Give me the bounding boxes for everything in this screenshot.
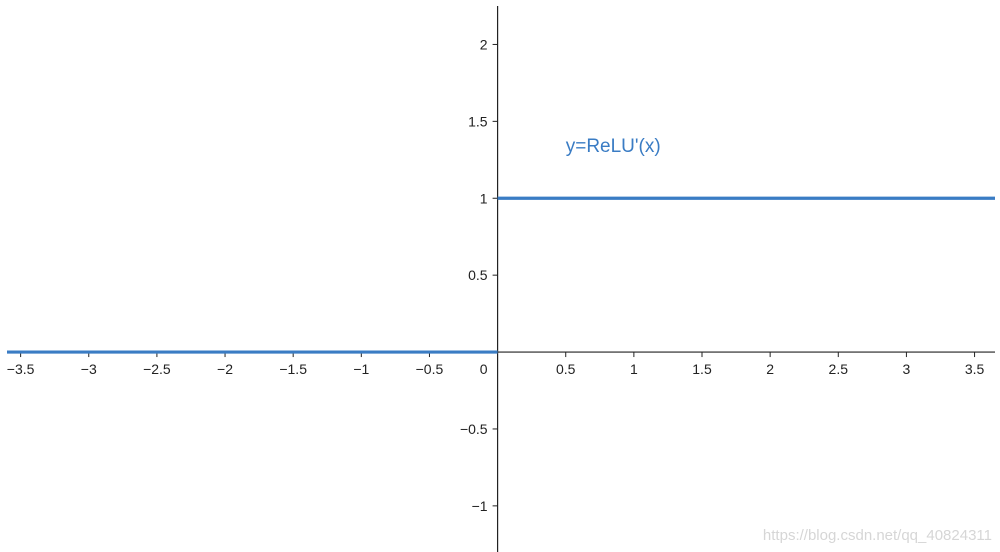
series-annotation: y=ReLU'(x) [566, 136, 661, 157]
x-tick-label: −0.5 [416, 361, 444, 377]
y-tick-label: −0.5 [460, 421, 488, 437]
x-tick-label: 2.5 [829, 361, 849, 377]
series-lines [7, 196, 995, 354]
x-tick-label: −3 [81, 361, 97, 377]
x-tick-label: 1 [630, 361, 638, 377]
y-tick-label: 0.5 [468, 267, 488, 283]
x-tick-label: −3.5 [7, 361, 35, 377]
x-tick-label: 3.5 [965, 361, 985, 377]
y-tick-label: 1.5 [468, 113, 488, 129]
x-tick-label: 3 [903, 361, 911, 377]
x-tick-label: −1 [353, 361, 369, 377]
y-tick-label: −1 [472, 498, 488, 514]
y-tick-label: 1 [480, 190, 488, 206]
watermark-text: https://blog.csdn.net/qq_40824311 [762, 527, 992, 544]
x-tick-label: 2 [766, 361, 774, 377]
y-tick-label: 2 [480, 36, 488, 52]
x-tick-label: −2 [217, 361, 233, 377]
tick-labels: −3.5 −3 −2.5 −2 −1.5 −1 −0.5 0.5 1 1.5 2 2.5 3 3.5 2 1.… [7, 36, 985, 513]
x-tick-label: −2.5 [143, 361, 171, 377]
axes [7, 6, 995, 552]
x-tick-label: 0.5 [556, 361, 576, 377]
origin-label: 0 [480, 361, 488, 377]
x-tick-label: 1.5 [692, 361, 712, 377]
x-tick-label: −1.5 [279, 361, 307, 377]
